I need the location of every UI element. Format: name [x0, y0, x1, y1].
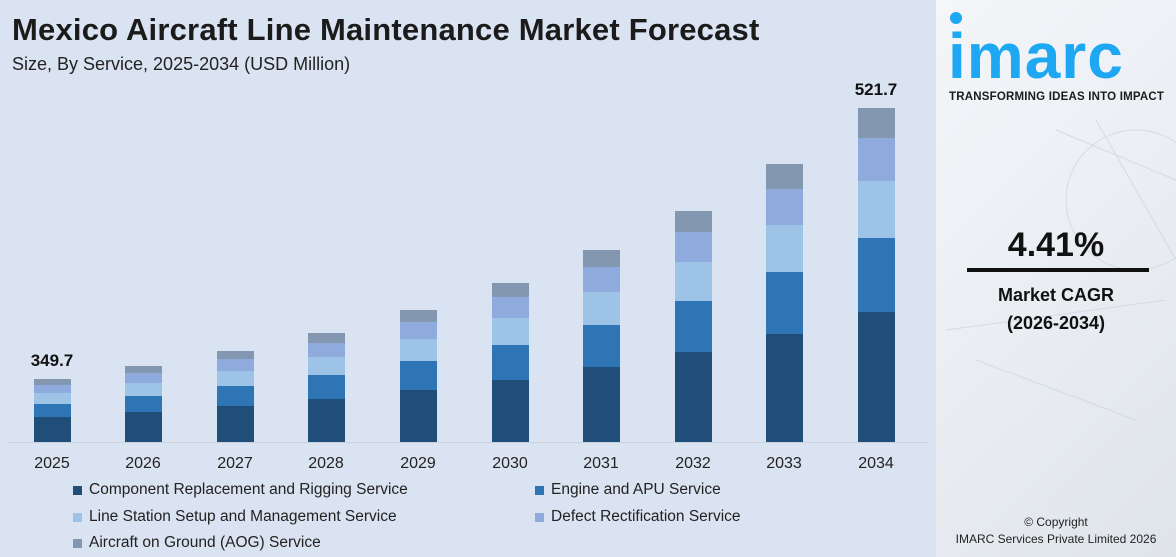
bar-segment-2027-1 — [216, 406, 254, 442]
bar-segment-2028-1 — [307, 399, 345, 442]
bar-segment-2032-3 — [674, 261, 712, 302]
bar-segment-2026-1 — [124, 412, 162, 442]
bar-segment-2031-1 — [582, 367, 620, 442]
bar-segment-2033-1 — [765, 333, 803, 442]
legend-item: Aircraft on Ground (AOG) Service — [73, 534, 321, 552]
cagr-label: Market CAGR — [997, 285, 1115, 305]
bar-segment-2027-5 — [216, 350, 254, 360]
cagr-value: 4.41% — [1007, 226, 1105, 264]
bar-segment-2025-4 — [33, 384, 71, 393]
x-tick-label: 2028 — [308, 455, 344, 472]
bar-segment-2029-5 — [399, 309, 437, 322]
bar-segment-2033-3 — [765, 225, 803, 273]
bar-segment-2030-3 — [491, 318, 529, 346]
x-tick-label: 2034 — [858, 455, 894, 472]
legend-label: Defect Rectification Service — [551, 508, 741, 525]
bar-segment-2030-1 — [491, 380, 529, 442]
bar-segment-2026-4 — [124, 372, 162, 383]
bar-segment-2027-3 — [216, 370, 254, 387]
logo-tagline: TRANSFORMING IDEAS INTO IMPACT — [949, 91, 1165, 103]
bar-segment-2030-5 — [491, 283, 529, 298]
bar-segment-2026-5 — [124, 365, 162, 373]
x-tick-label: 2029 — [400, 455, 436, 472]
bar-segment-2033-2 — [765, 272, 803, 334]
bar-segment-2030-2 — [491, 345, 529, 380]
bar-segment-2033-5 — [765, 164, 803, 190]
bar-segment-2034-5 — [857, 107, 895, 138]
bar-segment-2026-2 — [124, 395, 162, 413]
bar-segment-2028-3 — [307, 356, 345, 376]
bar-segment-2032-2 — [674, 301, 712, 352]
legend-item: Line Station Setup and Management Servic… — [73, 508, 397, 526]
x-tick-label: 2033 — [766, 455, 802, 472]
bar-segment-2034-2 — [857, 238, 895, 312]
legend-label: Aircraft on Ground (AOG) Service — [89, 534, 321, 551]
legend-label: Line Station Setup and Management Servic… — [89, 508, 397, 525]
bar-segment-2027-4 — [216, 359, 254, 371]
bar-segment-2028-5 — [307, 332, 345, 343]
bar-segment-2031-4 — [582, 267, 620, 293]
data-label-2034: 521.7 — [854, 79, 898, 99]
bar-segment-2025-5 — [33, 378, 71, 385]
bar-segment-2034-1 — [857, 311, 895, 442]
legend-item: Defect Rectification Service — [535, 508, 741, 526]
x-tick-label: 2031 — [583, 455, 619, 472]
brand-panel: imarc TRANSFORMING IDEAS INTO IMPACT 4.4… — [936, 0, 1176, 557]
data-label-2025: 349.7 — [30, 350, 74, 370]
x-axis-line — [8, 442, 928, 443]
bar-segment-2031-3 — [582, 292, 620, 325]
bar-segment-2034-3 — [857, 181, 895, 239]
bar-segment-2025-3 — [33, 392, 71, 404]
legend-swatch — [73, 538, 82, 548]
bar-segment-2033-4 — [765, 189, 803, 226]
chart-panel: Mexico Aircraft Line Maintenance Market … — [8, 12, 928, 552]
bar-segment-2032-4 — [674, 231, 712, 262]
legend-item: Component Replacement and Rigging Servic… — [73, 481, 408, 499]
bar-segment-2029-4 — [399, 321, 437, 339]
x-tick-label: 2027 — [217, 455, 253, 472]
legend-swatch — [535, 485, 544, 495]
legend-label: Component Replacement and Rigging Servic… — [89, 481, 408, 498]
bar-segment-2030-4 — [491, 297, 529, 319]
x-tick-label: 2030 — [492, 455, 528, 472]
legend-swatch — [73, 512, 82, 522]
legend-label: Engine and APU Service — [551, 481, 721, 498]
bar-segment-2029-2 — [399, 361, 437, 391]
bar-segment-2028-2 — [307, 375, 345, 400]
bar-segment-2027-2 — [216, 386, 254, 407]
bar-segment-2025-1 — [33, 417, 71, 442]
legend-item: Engine and APU Service — [535, 481, 721, 499]
bar-segment-2026-3 — [124, 382, 162, 396]
x-tick-label: 2025 — [34, 455, 70, 472]
logo-dot — [950, 12, 962, 24]
bar-segment-2031-5 — [582, 249, 620, 268]
bar-segment-2028-4 — [307, 342, 345, 357]
bar-segment-2032-1 — [674, 351, 712, 442]
bar-segment-2031-2 — [582, 324, 620, 368]
imarc-logo: imarc — [948, 20, 1124, 92]
cagr-divider — [967, 268, 1149, 272]
legend-swatch — [73, 485, 82, 495]
bar-segment-2034-4 — [857, 138, 895, 182]
x-tick-label: 2026 — [125, 455, 161, 472]
company-name: IMARC Services Private Limited 2026 — [955, 532, 1157, 546]
bar-segment-2032-5 — [674, 211, 712, 232]
bar-segment-2025-2 — [33, 403, 71, 418]
chart-subtitle: Size, By Service, 2025-2034 (USD Million… — [12, 54, 351, 74]
bar-segment-2029-3 — [399, 338, 437, 362]
cagr-period: (2026-2034) — [1006, 313, 1106, 333]
legend-swatch — [535, 512, 544, 522]
bar-segment-2029-1 — [399, 390, 437, 442]
x-tick-label: 2032 — [675, 455, 711, 472]
copyright: © Copyright — [1024, 515, 1088, 529]
chart-title: Mexico Aircraft Line Maintenance Market … — [12, 12, 760, 47]
